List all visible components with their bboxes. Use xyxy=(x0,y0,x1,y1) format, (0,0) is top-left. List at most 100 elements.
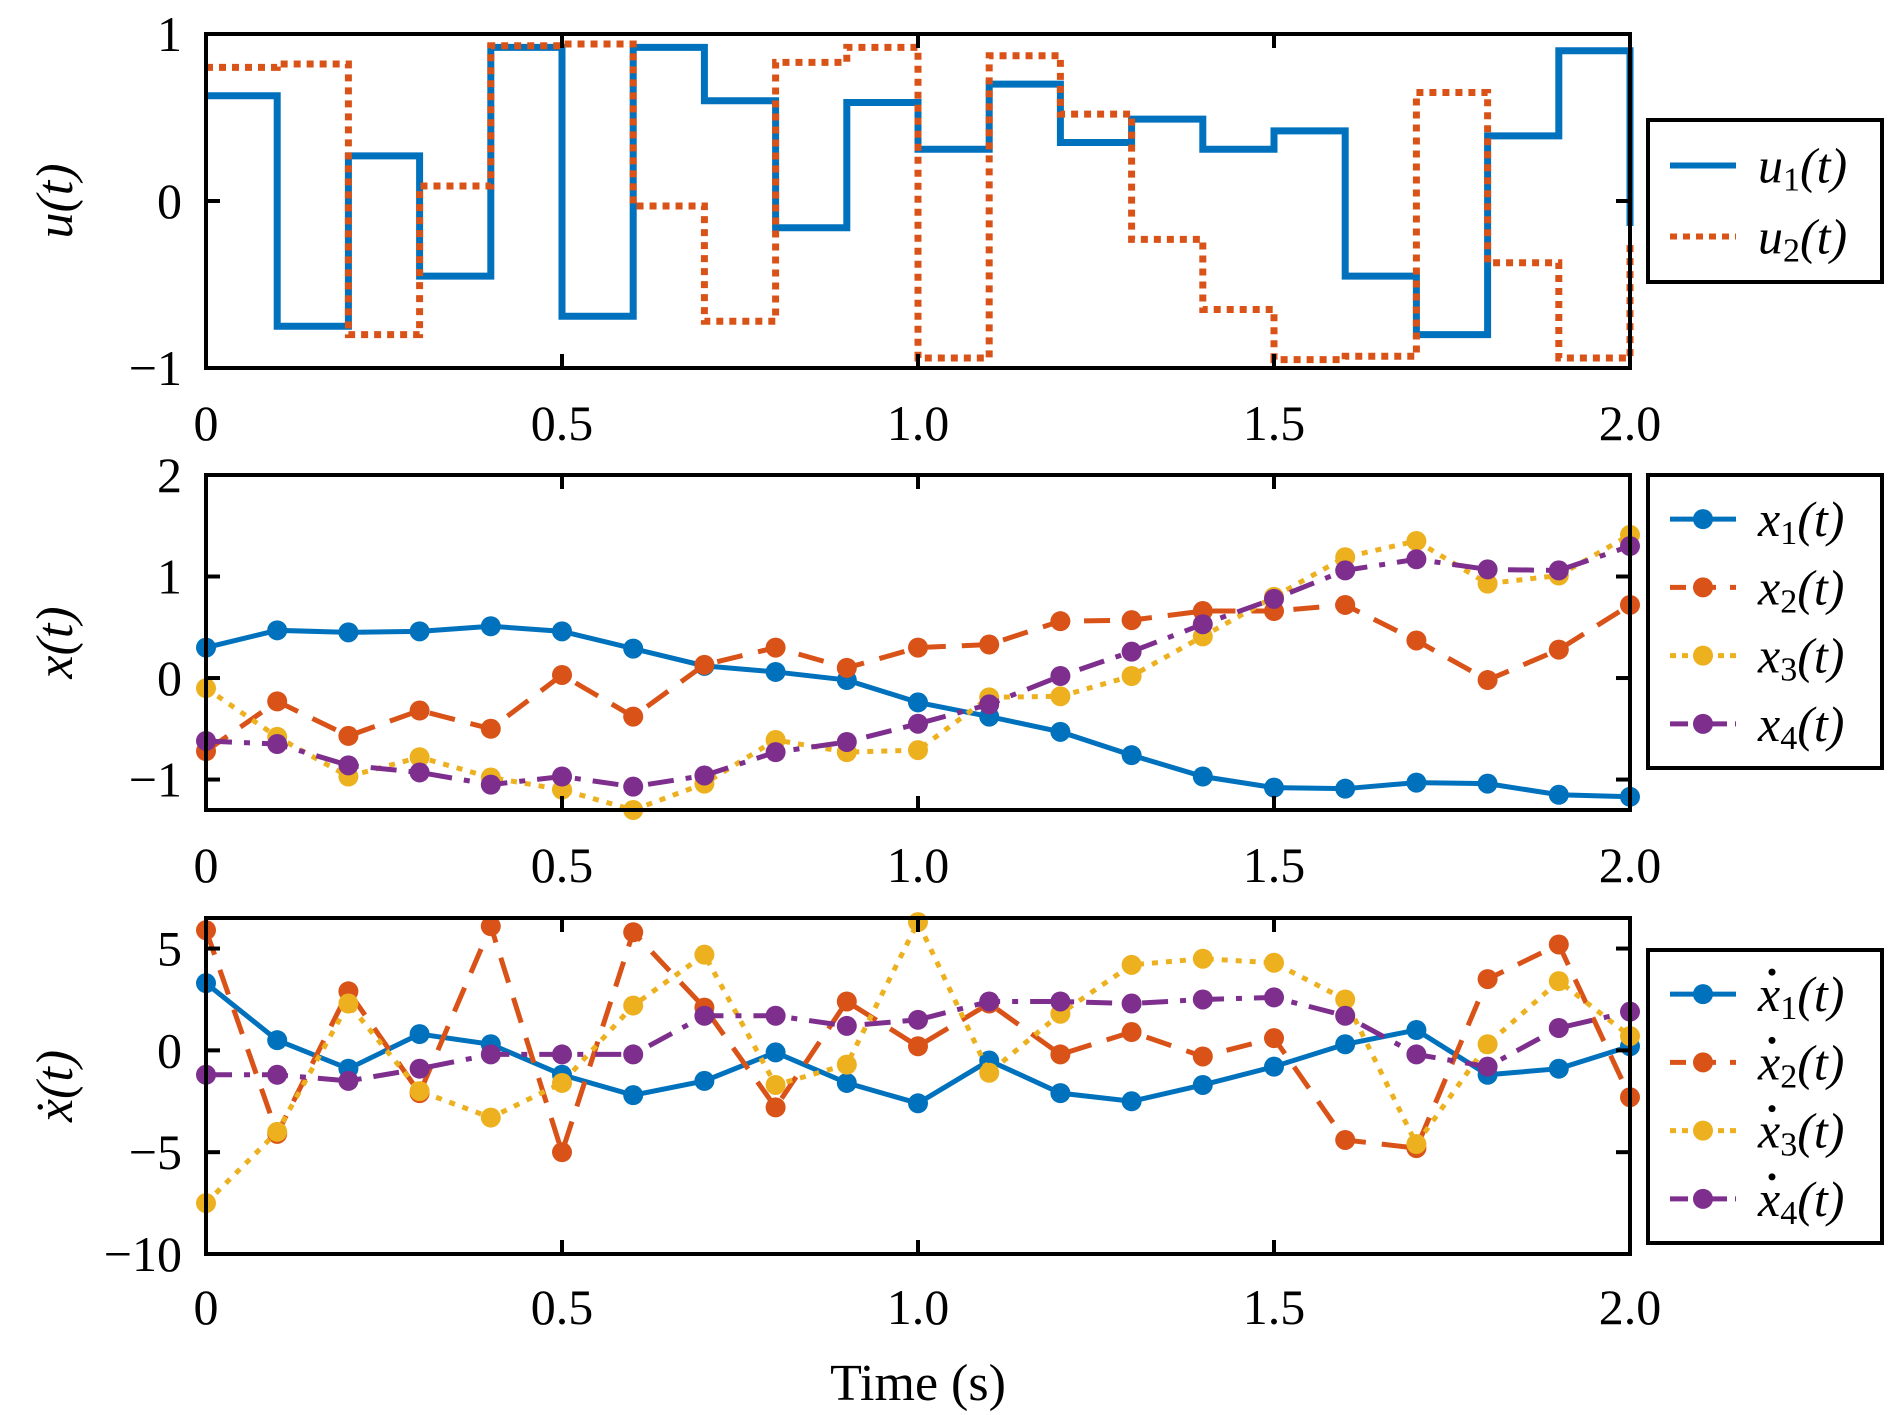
legend-arg: (t) xyxy=(1797,1034,1844,1090)
data-point xyxy=(623,777,643,797)
x-tick-label: 1.5 xyxy=(1243,395,1306,451)
data-point xyxy=(766,638,786,658)
legend-swatch-marker xyxy=(1693,1121,1713,1141)
data-point xyxy=(979,991,999,1011)
y-tick-label: −10 xyxy=(104,1226,182,1282)
legend-subscript: 1 xyxy=(1783,162,1800,199)
data-point xyxy=(1264,589,1284,609)
y-axis-title: u(t) xyxy=(27,163,84,238)
data-point xyxy=(1478,670,1498,690)
data-point xyxy=(623,707,643,727)
legend-arg: (t) xyxy=(1797,628,1844,684)
data-point xyxy=(766,742,786,762)
legend-swatch-marker xyxy=(1693,646,1713,666)
data-point xyxy=(908,638,928,658)
x-tick-label: 2.0 xyxy=(1599,395,1662,451)
y-tick-label: −5 xyxy=(129,1124,182,1180)
legend-entry: u1(t) xyxy=(1758,138,1847,199)
legend-entry: x2(t) xyxy=(1757,559,1844,620)
panel-xdot: 00.51.01.52.0−10−505ẋ(t)Time (s)x1(t)x2(… xyxy=(27,912,1882,1412)
data-point xyxy=(1122,1091,1142,1111)
data-point xyxy=(694,765,714,785)
data-point xyxy=(1050,611,1070,631)
legend-subscript: 1 xyxy=(1780,515,1797,552)
data-point xyxy=(1335,779,1355,799)
data-point xyxy=(1264,953,1284,973)
x-tick-label: 2.0 xyxy=(1599,1279,1662,1335)
data-point xyxy=(908,1093,928,1113)
data-point xyxy=(837,732,857,752)
legend-arg: (t) xyxy=(1797,966,1844,1022)
data-point xyxy=(338,1071,358,1091)
legend-symbol: u xyxy=(1758,138,1783,194)
data-point xyxy=(410,1081,430,1101)
data-point xyxy=(1478,774,1498,794)
legend-entry: x4(t) xyxy=(1757,1171,1844,1232)
x-tick-label: 1.5 xyxy=(1243,1279,1306,1335)
data-point xyxy=(338,994,358,1014)
legend-subscript: 2 xyxy=(1780,583,1797,620)
data-point xyxy=(1122,994,1142,1014)
legend-entry: u2(t) xyxy=(1758,209,1847,270)
y-tick-label: −1 xyxy=(129,340,182,396)
data-point xyxy=(1122,955,1142,975)
y-tick-label: 1 xyxy=(157,549,182,605)
x-tick-label: 0.5 xyxy=(531,395,594,451)
y-tick-label: 0 xyxy=(157,1022,182,1078)
x-tick-label: 1.5 xyxy=(1243,837,1306,893)
data-point xyxy=(1335,560,1355,580)
data-point xyxy=(766,1075,786,1095)
x-axis-title: Time (s) xyxy=(830,1355,1006,1412)
data-point xyxy=(481,719,501,739)
y-axis-title: x(t) xyxy=(27,606,84,679)
data-point xyxy=(1406,1044,1426,1064)
legend-entry: x2(t) xyxy=(1757,1034,1844,1095)
data-point xyxy=(1549,640,1569,660)
data-point xyxy=(481,1044,501,1064)
data-point xyxy=(1193,614,1213,634)
x-tick-label: 1.0 xyxy=(887,1279,950,1335)
y-tick-label: 1 xyxy=(157,6,182,62)
data-point xyxy=(1050,1083,1070,1103)
data-point xyxy=(1549,934,1569,954)
data-point xyxy=(267,1065,287,1085)
legend-swatch-marker xyxy=(1693,1189,1713,1209)
data-point xyxy=(1122,642,1142,662)
y-tick-label: 5 xyxy=(157,921,182,977)
derivative-dot xyxy=(1769,1105,1776,1112)
derivative-dot xyxy=(1769,1037,1776,1044)
data-point xyxy=(1050,686,1070,706)
data-point xyxy=(481,775,501,795)
data-point xyxy=(552,1142,572,1162)
data-point xyxy=(623,922,643,942)
data-point xyxy=(694,1071,714,1091)
legend-subscript: 3 xyxy=(1780,652,1797,689)
data-point xyxy=(694,655,714,675)
data-point xyxy=(267,734,287,754)
panel-x: 00.51.01.52.0−1012x(t)x1(t)x2(t)x3(t)x4(… xyxy=(27,447,1882,893)
data-point xyxy=(766,662,786,682)
data-point xyxy=(1335,1130,1355,1150)
legend-symbol: u xyxy=(1758,209,1783,265)
data-point xyxy=(410,1059,430,1079)
data-point xyxy=(1406,531,1426,551)
legend-entry: x1(t) xyxy=(1757,491,1844,552)
data-point xyxy=(623,639,643,659)
data-point xyxy=(1193,989,1213,1009)
x-tick-label: 0.5 xyxy=(531,1279,594,1335)
data-point xyxy=(1549,560,1569,580)
data-point xyxy=(1549,1018,1569,1038)
data-point xyxy=(1050,1044,1070,1064)
legend-swatch-marker xyxy=(1693,577,1713,597)
data-point xyxy=(1122,745,1142,765)
data-point xyxy=(410,1024,430,1044)
data-point xyxy=(908,1010,928,1030)
data-point xyxy=(908,692,928,712)
data-point xyxy=(1193,767,1213,787)
data-point xyxy=(837,1055,857,1075)
data-point xyxy=(1549,785,1569,805)
legend-entry: x4(t) xyxy=(1757,696,1844,757)
legend-subscript: 4 xyxy=(1780,720,1797,757)
data-point xyxy=(623,1044,643,1064)
legend-entry: x3(t) xyxy=(1757,1103,1844,1164)
